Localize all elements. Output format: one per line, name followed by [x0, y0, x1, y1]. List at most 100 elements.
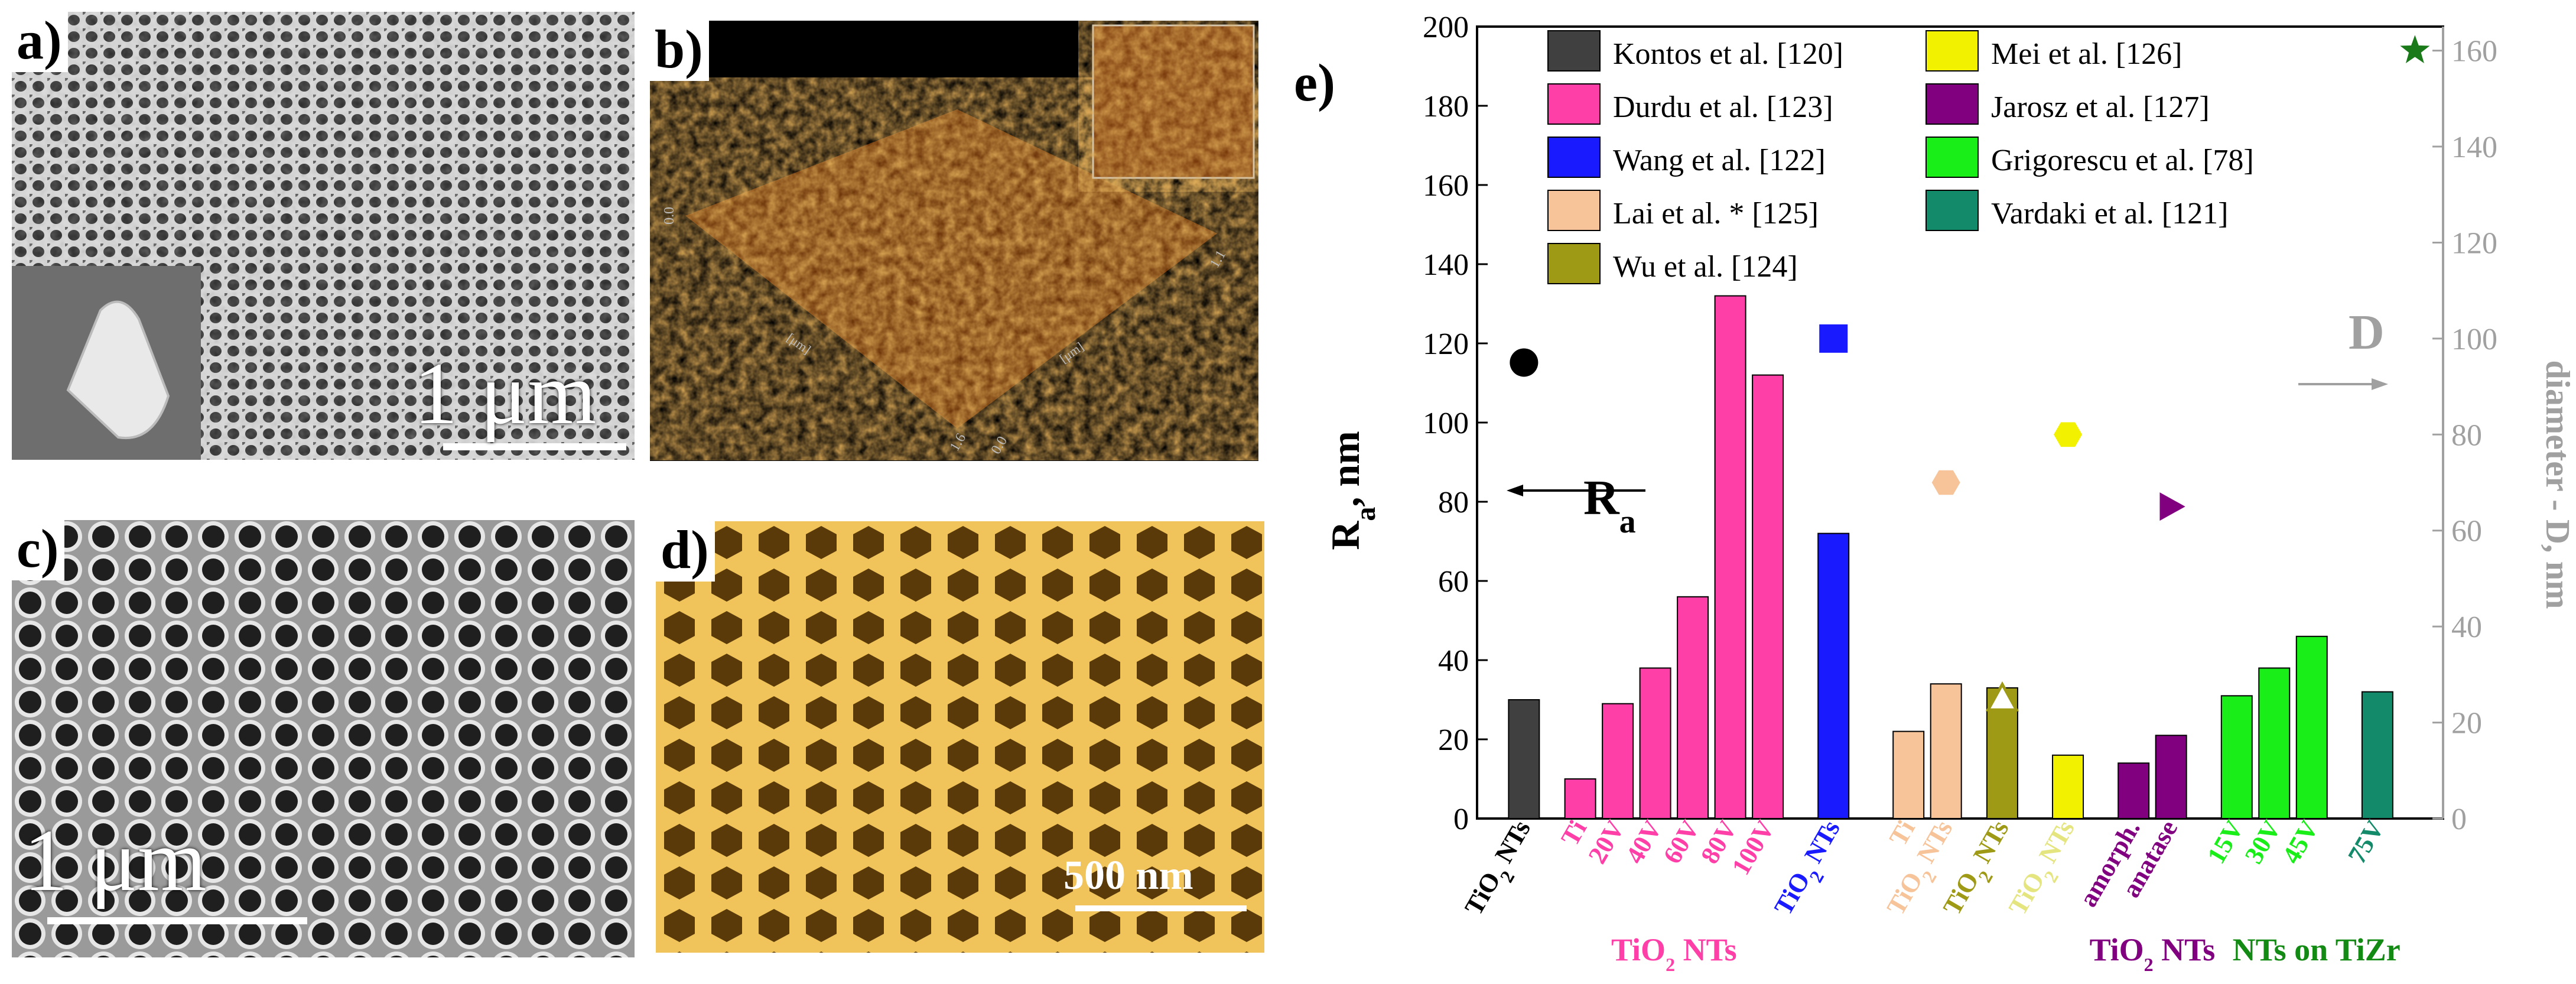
- legend-label: Mei et al. [126]: [1991, 37, 2182, 71]
- afm-surface-b: 0.0 1.1 1.6 0.0 [μm] [μm]: [662, 24, 1255, 457]
- right-tick-label: 0: [2451, 803, 2467, 836]
- bar: [1564, 778, 1596, 819]
- left-tick-label: 20: [1438, 723, 1469, 757]
- sem-nanotube-texture-a: [12, 12, 635, 460]
- afm-axis-unit: [μm]: [784, 330, 814, 357]
- legend-swatch: [1547, 243, 1601, 284]
- legend-swatch: [1926, 137, 1979, 178]
- category-label: 20V: [1582, 815, 1629, 868]
- diameter-marker: [2159, 492, 2185, 521]
- right-tick-label: 120: [2451, 226, 2497, 260]
- legend-label: Grigorescu et al. [78]: [1991, 144, 2254, 177]
- panel-label-d: d): [656, 521, 715, 582]
- panel-c-sem-image: c) 1 μm: [12, 520, 635, 957]
- panel-label-b: b): [650, 21, 709, 81]
- left-tick-label: 180: [1423, 90, 1469, 124]
- panel-label-a: a): [12, 12, 68, 72]
- bar: [2220, 695, 2253, 820]
- afm-tick-label: 1.6: [947, 431, 970, 454]
- bar: [1892, 730, 1925, 819]
- right-tick-label: 40: [2451, 610, 2482, 644]
- category-label: TiO2 NTs: [2003, 816, 2088, 925]
- left-tick-label: 200: [1423, 11, 1469, 44]
- arrow-left: [1507, 485, 1645, 496]
- right-tick-label: 100: [2451, 323, 2497, 356]
- diameter-marker: [1510, 348, 1539, 377]
- legend-label: Wu et al. [124]: [1613, 250, 1798, 284]
- category-label: TiO2 NTs: [1768, 816, 1853, 925]
- legend-label: Kontos et al. [120]: [1613, 37, 1843, 71]
- left-tick-label: 160: [1423, 169, 1469, 203]
- bar: [2118, 762, 2150, 819]
- legend-label: Vardaki et al. [121]: [1991, 197, 2228, 230]
- category-label: 60V: [1657, 815, 1705, 868]
- group-label: TiO2 NTs: [1611, 932, 1737, 975]
- afm-honeycomb-d: [656, 521, 1264, 953]
- panel-a-sem-image: a) 1 μm: [12, 12, 635, 460]
- category-label: 15V: [2201, 815, 2249, 868]
- left-tick-label: 140: [1423, 248, 1469, 282]
- legend-label: Jarosz et al. [127]: [1991, 90, 2210, 124]
- legend-swatch: [1926, 30, 1979, 72]
- left-tick-label: 120: [1423, 327, 1469, 361]
- bar: [1817, 532, 1850, 819]
- category-label: 75V: [2342, 815, 2389, 868]
- left-tick-label: 100: [1423, 407, 1469, 440]
- category-label: TiO2 NTs: [1459, 816, 1544, 925]
- diameter-marker: [2400, 35, 2430, 63]
- category-label: 100V: [1726, 815, 1780, 879]
- right-axis-title: diameter - D, nm: [2539, 361, 2570, 609]
- panel-label-c: c): [12, 520, 65, 580]
- legend-swatch: [1547, 30, 1601, 72]
- bar: [2258, 667, 2291, 820]
- bar: [1714, 295, 1746, 820]
- bar: [1752, 374, 1784, 819]
- category-label: 40V: [1620, 815, 1667, 868]
- diameter-marker: [2054, 422, 2083, 447]
- scale-bar-c: [47, 917, 307, 924]
- arrow-right: [2298, 378, 2388, 390]
- left-tick-label: 60: [1438, 565, 1469, 599]
- annotation-d: D: [2349, 305, 2385, 360]
- legend-label: Durdu et al. [123]: [1613, 90, 1833, 124]
- panel-d-afm-image: d) 500 nm: [656, 521, 1264, 953]
- sem-nanotube-texture-c: [12, 520, 635, 957]
- diameter-marker: [1819, 324, 1848, 353]
- bar: [2052, 754, 2084, 820]
- panel-label-e: e): [1294, 54, 1335, 112]
- bar: [1677, 596, 1709, 819]
- legend-swatch: [1547, 137, 1601, 178]
- panel-b-afm-3d: 0.0 1.1 1.6 0.0 [μm] [μm] b): [650, 21, 1258, 461]
- legend-label: Lai et al. * [125]: [1613, 197, 1819, 230]
- afm-tick-label: 1.1: [1207, 248, 1230, 271]
- bar: [1930, 683, 1962, 819]
- bar: [2295, 635, 2328, 820]
- scale-bar-a: [443, 443, 626, 450]
- scale-bar-d: [1075, 905, 1247, 911]
- right-tick-label: 140: [2451, 131, 2497, 164]
- right-tick-label: 20: [2451, 707, 2482, 741]
- legend-swatch: [1926, 190, 1979, 231]
- left-tick-label: 80: [1438, 486, 1469, 519]
- right-tick-label: 80: [2451, 418, 2482, 452]
- category-label: 30V: [2239, 815, 2286, 868]
- left-tick-label: 40: [1438, 644, 1469, 678]
- bar: [2155, 735, 2187, 820]
- legend-label: Wang et al. [122]: [1613, 144, 1826, 177]
- chart-e: e) Ra, nm diameter - D, nm 0 20 40 60 80 100 1…: [1294, 11, 2570, 975]
- scale-text-a: 1 μm: [414, 345, 597, 443]
- bar: [1602, 703, 1634, 819]
- scale-text-d: 500 nm: [1063, 853, 1193, 898]
- category-label: 45V: [2276, 815, 2324, 868]
- legend-swatch: [1547, 190, 1601, 231]
- scale-text-c: 1 μm: [24, 811, 207, 910]
- bar: [1508, 699, 1540, 819]
- afm-tick-label: 0.0: [988, 434, 1011, 457]
- left-tick-label: 0: [1453, 803, 1469, 836]
- annotation-ra: Ra: [1583, 470, 1636, 540]
- diameter-marker: [1985, 681, 2019, 712]
- diameter-marker: [1931, 470, 1960, 495]
- legend-swatch: [1926, 83, 1979, 125]
- left-axis-title: Ra, nm: [1323, 431, 1381, 550]
- group-label: TiO2 NTs: [2090, 932, 2216, 975]
